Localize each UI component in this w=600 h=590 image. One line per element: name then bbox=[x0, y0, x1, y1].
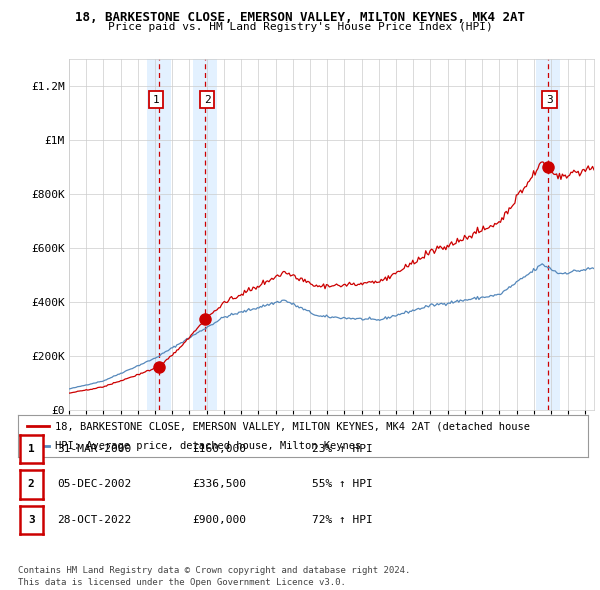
Bar bbox=[193, 59, 217, 410]
Text: £336,500: £336,500 bbox=[192, 480, 246, 489]
Text: Contains HM Land Registry data © Crown copyright and database right 2024.
This d: Contains HM Land Registry data © Crown c… bbox=[18, 566, 410, 587]
Text: 18, BARKESTONE CLOSE, EMERSON VALLEY, MILTON KEYNES, MK4 2AT (detached house: 18, BARKESTONE CLOSE, EMERSON VALLEY, MI… bbox=[55, 422, 530, 432]
Text: 55% ↑ HPI: 55% ↑ HPI bbox=[312, 480, 373, 489]
Text: Price paid vs. HM Land Registry's House Price Index (HPI): Price paid vs. HM Land Registry's House … bbox=[107, 22, 493, 32]
Text: 3: 3 bbox=[547, 94, 553, 104]
Text: 23% ↑ HPI: 23% ↑ HPI bbox=[312, 444, 373, 454]
Text: 18, BARKESTONE CLOSE, EMERSON VALLEY, MILTON KEYNES, MK4 2AT: 18, BARKESTONE CLOSE, EMERSON VALLEY, MI… bbox=[75, 11, 525, 24]
Bar bbox=[148, 59, 172, 410]
Text: 1: 1 bbox=[152, 94, 160, 104]
Text: 1: 1 bbox=[28, 444, 35, 454]
Text: 2: 2 bbox=[203, 94, 211, 104]
Text: 72% ↑ HPI: 72% ↑ HPI bbox=[312, 515, 373, 525]
Text: 05-DEC-2002: 05-DEC-2002 bbox=[57, 480, 131, 489]
Text: HPI: Average price, detached house, Milton Keynes: HPI: Average price, detached house, Milt… bbox=[55, 441, 361, 451]
Text: 3: 3 bbox=[28, 515, 35, 525]
Text: 28-OCT-2022: 28-OCT-2022 bbox=[57, 515, 131, 525]
Bar bbox=[536, 59, 560, 410]
Text: £900,000: £900,000 bbox=[192, 515, 246, 525]
Text: 31-MAR-2000: 31-MAR-2000 bbox=[57, 444, 131, 454]
Text: £160,000: £160,000 bbox=[192, 444, 246, 454]
Text: 2: 2 bbox=[28, 480, 35, 489]
